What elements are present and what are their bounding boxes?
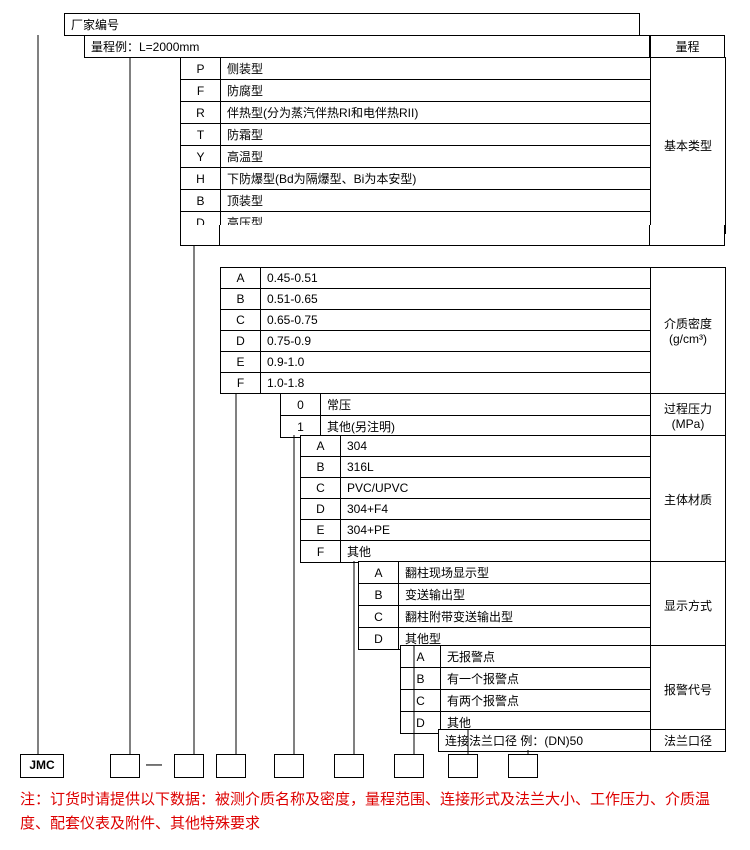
code-cell: F — [301, 541, 341, 563]
code-cell: D — [301, 499, 341, 520]
desc-cell: 翻柱附带变送输出型 — [399, 606, 651, 628]
code-cell: E — [221, 352, 261, 373]
code-box-1 — [110, 754, 140, 778]
range-label: 量程 — [650, 35, 725, 58]
主体材质-table: A304主体材质 B316LCPVC/UPVCD304+F4E304+PEF其他 — [300, 435, 726, 563]
desc-cell: 0.9-1.0 — [261, 352, 651, 373]
desc-cell: 无报警点 — [441, 646, 651, 668]
code-cell: C — [401, 690, 441, 712]
desc-cell: 0.45-0.51 — [261, 268, 651, 289]
code-cell: T — [181, 124, 221, 146]
desc-cell: 316L — [341, 457, 651, 478]
介质密度-table: A0.45-0.51介质密度(g/cm³) B0.51-0.65C0.65-0.7… — [220, 267, 726, 394]
desc-cell: 变送输出型 — [399, 584, 651, 606]
desc-cell: 下防爆型(Bd为隔爆型、Bi为本安型) — [221, 168, 651, 190]
code-cell: A — [359, 562, 399, 584]
报警代号-table: A无报警点报警代号B有一个报警点C有两个报警点D其他 — [400, 645, 726, 734]
category-label: 主体材质 — [651, 436, 726, 563]
code-cell: Y — [181, 146, 221, 168]
desc-cell: 有一个报警点 — [441, 668, 651, 690]
code-box-4 — [274, 754, 304, 778]
code-cell: A — [301, 436, 341, 457]
code-cell: R — [181, 102, 221, 124]
desc-cell: 防霜型 — [221, 124, 651, 146]
desc-cell: 伴热型(分为蒸汽伴热RI和电伴热RII) — [221, 102, 651, 124]
ordering-code-diagram: 厂家编号量程例：L=2000mm量程P侧装型基本类型F防腐型R伴热型(分为蒸汽伴… — [20, 10, 730, 840]
desc-cell: 高温型 — [221, 146, 651, 168]
code-box-5 — [334, 754, 364, 778]
order-note: 注：订货时请提供以下数据：被测介质名称及密度，量程范围、连接形式及法兰大小、工作… — [20, 788, 730, 836]
desc-cell: 有两个报警点 — [441, 690, 651, 712]
code-box-7 — [448, 754, 478, 778]
code-cell: B — [359, 584, 399, 606]
code-cell: C — [301, 478, 341, 499]
desc-cell: 防腐型 — [221, 80, 651, 102]
basic-ext1 — [180, 225, 220, 246]
basic-ext2 — [220, 225, 650, 246]
code-cell: C — [359, 606, 399, 628]
code-box-0: JMC — [20, 754, 64, 778]
desc-cell: 304+F4 — [341, 499, 651, 520]
code-cell: B — [301, 457, 341, 478]
基本类型-table: P侧装型基本类型 F防腐型R伴热型(分为蒸汽伴热RI和电伴热RII)T防霜型Y高温… — [180, 57, 726, 234]
显示方式-table: A翻柱现场显示型显示方式B变送输出型C翻柱附带变送输出型D其他型 — [358, 561, 726, 650]
desc-cell: 0.51-0.65 — [261, 289, 651, 310]
desc-cell: 常压 — [321, 394, 651, 416]
code-cell: 0 — [281, 394, 321, 416]
code-box-6 — [394, 754, 424, 778]
code-cell: B — [181, 190, 221, 212]
code-cell: E — [301, 520, 341, 541]
desc-cell: PVC/UPVC — [341, 478, 651, 499]
过程压力-table: 0常压过程压力(MPa)1其他(另注明) — [280, 393, 726, 438]
code-cell: P — [181, 58, 221, 80]
desc-cell: 侧装型 — [221, 58, 651, 80]
mfr-header: 厂家编号 — [64, 13, 640, 36]
category-label: 显示方式 — [651, 562, 726, 650]
code-cell: F — [221, 373, 261, 394]
desc-cell: 0.65-0.75 — [261, 310, 651, 331]
code-cell: D — [401, 712, 441, 734]
desc-cell: 翻柱现场显示型 — [399, 562, 651, 584]
category-label: 过程压力(MPa) — [651, 394, 726, 438]
basic-ext-cat — [650, 225, 725, 246]
desc-cell: 1.0-1.8 — [261, 373, 651, 394]
flange-text: 连接法兰口径 例：(DN)50 — [439, 730, 651, 752]
code-cell: D — [359, 628, 399, 650]
desc-cell: 304 — [341, 436, 651, 457]
code-box-2 — [174, 754, 204, 778]
code-cell: H — [181, 168, 221, 190]
code-cell: A — [401, 646, 441, 668]
code-box-3 — [216, 754, 246, 778]
code-cell: D — [221, 331, 261, 352]
code-cell: B — [221, 289, 261, 310]
category-label: 基本类型 — [651, 58, 726, 234]
desc-cell: 304+PE — [341, 520, 651, 541]
dash: — — [144, 756, 164, 774]
code-box-8 — [508, 754, 538, 778]
code-cell: C — [221, 310, 261, 331]
code-cell: A — [221, 268, 261, 289]
flange-label: 法兰口径 — [651, 730, 726, 752]
code-cell: B — [401, 668, 441, 690]
code-cell: F — [181, 80, 221, 102]
desc-cell: 0.75-0.9 — [261, 331, 651, 352]
category-label: 报警代号 — [651, 646, 726, 734]
category-label: 介质密度(g/cm³) — [651, 268, 726, 394]
range-example: 量程例：L=2000mm — [84, 35, 650, 58]
desc-cell: 其他 — [341, 541, 651, 563]
flange-table: 连接法兰口径 例：(DN)50法兰口径 — [438, 729, 726, 752]
desc-cell: 顶装型 — [221, 190, 651, 212]
